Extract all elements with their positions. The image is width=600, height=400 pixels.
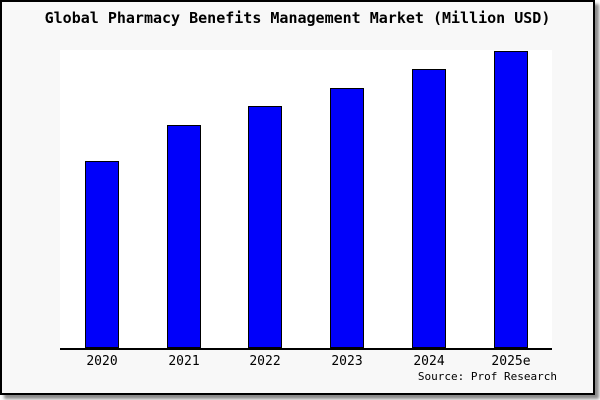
source-credit: Source: Prof Research — [417, 370, 557, 383]
x-tick-2020: 2020 — [86, 354, 118, 369]
plot-area — [60, 50, 552, 350]
bar-2020 — [85, 161, 119, 348]
x-tick-2023: 2023 — [331, 354, 363, 369]
x-tick-2022: 2022 — [249, 354, 281, 369]
x-tick-2021: 2021 — [168, 354, 200, 369]
bar-2023 — [330, 88, 364, 348]
chart-title: Global Pharmacy Benefits Management Mark… — [44, 9, 551, 27]
bar-2025e — [494, 51, 528, 348]
x-tick-2025e: 2025e — [491, 354, 531, 369]
bar-2024 — [412, 69, 446, 348]
x-tick-2024: 2024 — [413, 354, 445, 369]
bar-2021 — [167, 125, 201, 348]
bar-2022 — [248, 106, 282, 348]
chart-frame: Global Pharmacy Benefits Management Mark… — [0, 0, 595, 395]
